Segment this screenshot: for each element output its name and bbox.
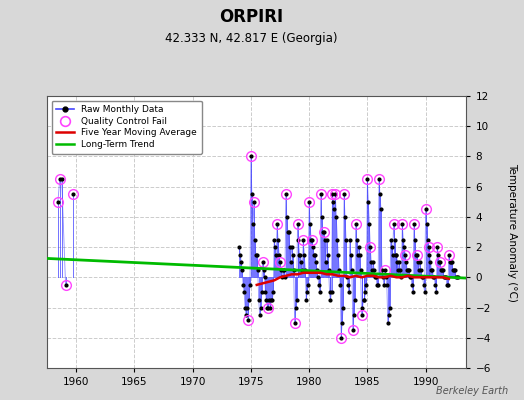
Legend: Raw Monthly Data, Quality Control Fail, Five Year Moving Average, Long-Term Tren: Raw Monthly Data, Quality Control Fail, … <box>52 100 202 154</box>
Y-axis label: Temperature Anomaly (°C): Temperature Anomaly (°C) <box>507 162 517 302</box>
Text: 42.333 N, 42.817 E (Georgia): 42.333 N, 42.817 E (Georgia) <box>165 32 338 45</box>
Text: Berkeley Earth: Berkeley Earth <box>436 386 508 396</box>
Text: ORPIRI: ORPIRI <box>220 8 283 26</box>
